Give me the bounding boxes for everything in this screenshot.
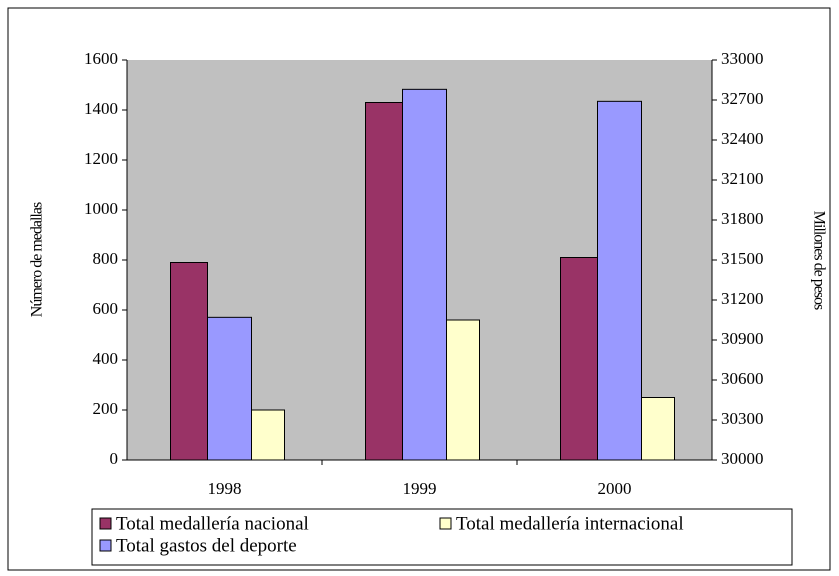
x-tick-label: 1999 xyxy=(403,479,437,498)
y-tick-label: 400 xyxy=(93,349,119,368)
y2-tick-label: 30300 xyxy=(721,409,764,428)
y-tick-label: 600 xyxy=(93,299,119,318)
legend-swatch xyxy=(99,539,112,552)
x-tick-label: 2000 xyxy=(598,479,632,498)
bar xyxy=(170,262,208,461)
y2-tick-label: 31500 xyxy=(721,249,764,268)
x-tick-label: 1998 xyxy=(208,479,242,498)
y2-tick-label: 30900 xyxy=(721,329,764,348)
legend-label: Total gastos del deporte xyxy=(116,535,297,556)
y-tick-label: 1000 xyxy=(84,199,118,218)
y-tick-label: 0 xyxy=(110,449,119,468)
y2-tick-label: 30600 xyxy=(721,369,764,388)
y2-tick-label: 31200 xyxy=(721,289,764,308)
legend-swatch xyxy=(99,517,112,530)
y-tick-label: 1600 xyxy=(84,49,118,68)
bar xyxy=(597,100,642,461)
legend-swatch xyxy=(439,517,452,530)
y2-tick-label: 30000 xyxy=(721,449,764,468)
legend-label: Total medallería internacional xyxy=(456,513,684,534)
y2-tick-label: 32100 xyxy=(721,169,764,188)
y2-tick-label: 32700 xyxy=(721,89,764,108)
y-axis-title: Número de medallas xyxy=(29,202,46,317)
bar xyxy=(251,409,285,461)
bar xyxy=(560,257,598,461)
y-tick-label: 800 xyxy=(93,249,119,268)
bar xyxy=(446,319,480,461)
y2-tick-label: 32400 xyxy=(721,129,764,148)
y2-axis-title: Millones de pesos xyxy=(810,211,827,310)
legend-label: Total medallería nacional xyxy=(116,513,309,534)
y2-tick-label: 33000 xyxy=(721,49,764,68)
bar xyxy=(641,397,675,461)
y-tick-label: 1200 xyxy=(84,149,118,168)
y-tick-label: 200 xyxy=(93,399,119,418)
bar xyxy=(402,88,447,461)
y2-tick-label: 31800 xyxy=(721,209,764,228)
bar xyxy=(365,102,403,461)
bar xyxy=(207,316,252,461)
y-tick-label: 1400 xyxy=(84,99,118,118)
